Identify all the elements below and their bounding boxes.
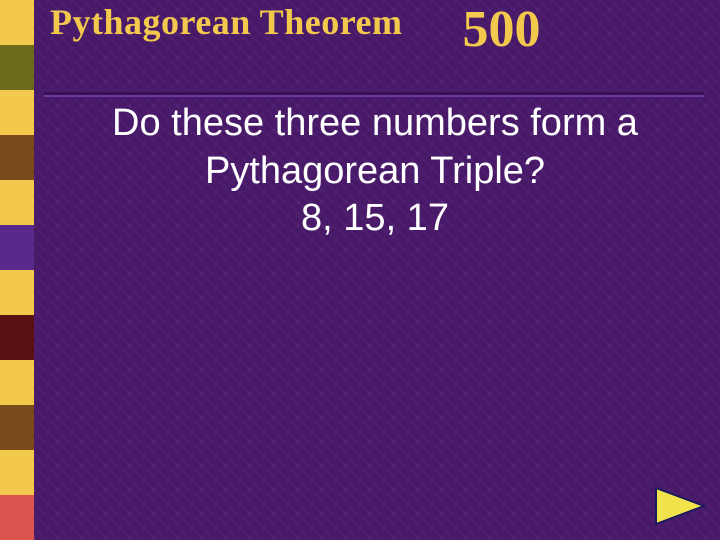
jeopardy-slide: Pythagorean Theorem 500 Do these three n… bbox=[0, 0, 720, 540]
left-accent-stripe bbox=[0, 0, 34, 540]
header-divider bbox=[44, 92, 704, 97]
category-title: Pythagorean Theorem bbox=[50, 4, 402, 42]
next-button[interactable] bbox=[652, 484, 708, 528]
play-next-icon bbox=[652, 484, 708, 528]
question-line: 8, 15, 17 bbox=[50, 195, 700, 243]
question-line: Pythagorean Triple? bbox=[50, 148, 700, 196]
question-text: Do these three numbers form a Pythagorea… bbox=[50, 100, 700, 243]
question-line: Do these three numbers form a bbox=[50, 100, 700, 148]
point-value: 500 bbox=[462, 0, 540, 59]
play-triangle bbox=[656, 488, 704, 524]
slide-header: Pythagorean Theorem 500 bbox=[50, 4, 700, 59]
